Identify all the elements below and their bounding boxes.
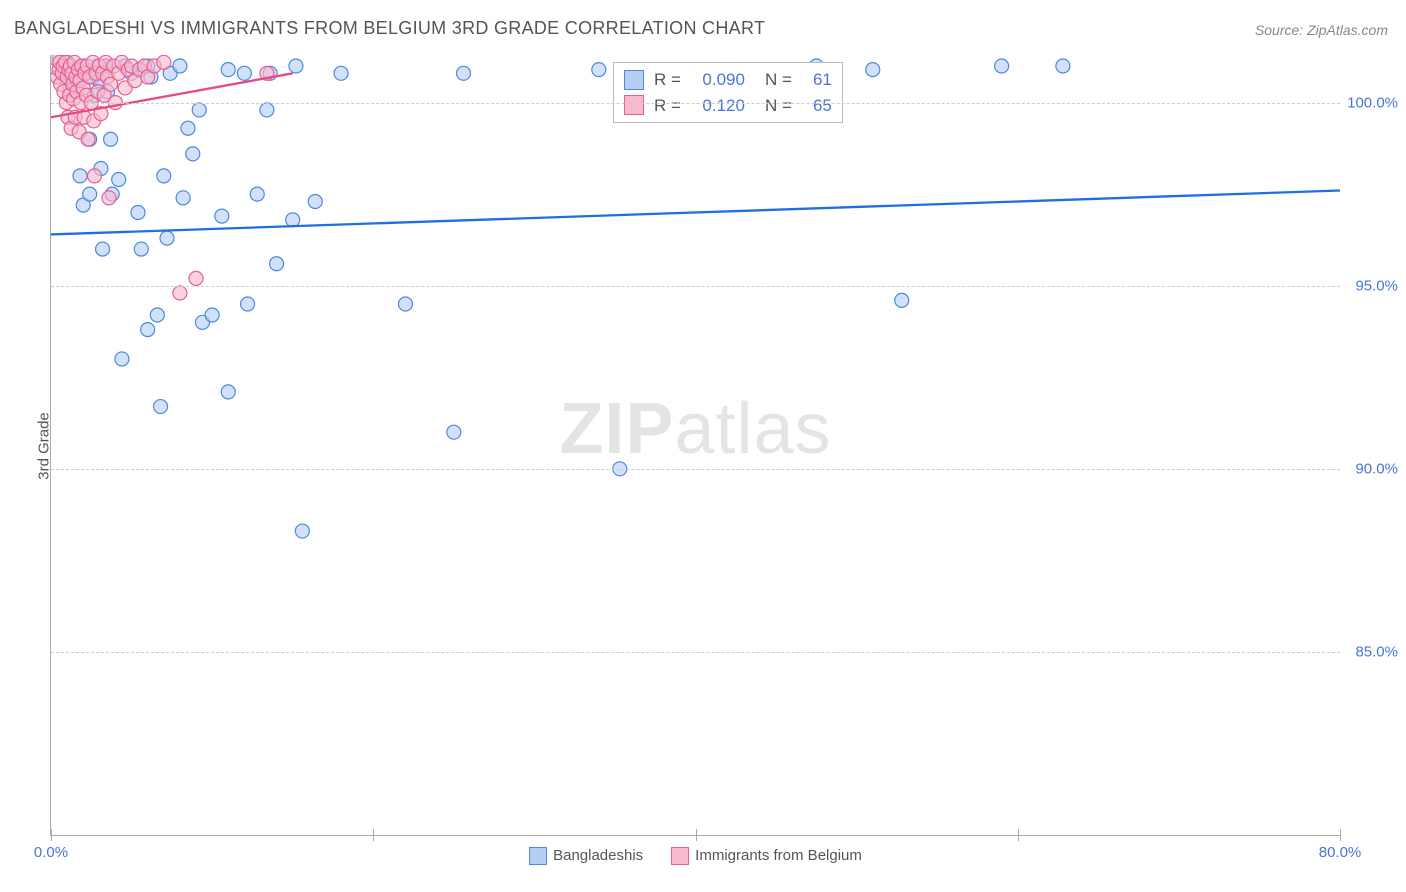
marker [131,205,145,219]
legend-swatch [624,70,644,90]
marker [398,297,412,311]
gridline [51,469,1340,470]
marker [215,209,229,223]
n-value: 61 [800,67,832,93]
stats-box: R = 0.090 N = 61 R = 0.120 N = 65 [613,62,843,123]
marker [115,352,129,366]
marker [176,191,190,205]
legend-swatch [529,847,547,865]
marker [270,257,284,271]
legend-item: Bangladeshis [529,847,643,865]
chart-title: BANGLADESHI VS IMMIGRANTS FROM BELGIUM 3… [14,18,765,39]
marker [308,194,322,208]
gridline [51,103,1340,104]
x-tick-label: 0.0% [34,844,68,861]
marker [241,297,255,311]
gridline [51,286,1340,287]
stats-row: R = 0.120 N = 65 [624,93,832,119]
marker [205,308,219,322]
y-tick-label: 90.0% [1355,460,1398,477]
x-tick-label: 80.0% [1319,844,1362,861]
marker [447,425,461,439]
marker [221,63,235,77]
marker [81,132,95,146]
y-tick-label: 100.0% [1347,94,1398,111]
marker [250,187,264,201]
n-value: 65 [800,93,832,119]
x-tick-mark [51,829,52,841]
marker [237,66,251,80]
marker [895,293,909,307]
n-label: N = [765,67,792,93]
marker [334,66,348,80]
bottom-legend: Bangladeshis Immigrants from Belgium [51,847,1340,865]
marker [173,59,187,73]
marker [150,308,164,322]
marker [141,323,155,337]
marker [157,169,171,183]
marker [73,169,87,183]
marker [102,191,116,205]
legend-swatch [624,95,644,115]
plot-area: ZIPatlas R =0.090N =61R =0.120N =65 Bang… [50,55,1340,836]
marker [96,242,110,256]
marker [173,286,187,300]
marker [160,231,174,245]
marker [295,524,309,538]
n-label: N = [765,93,792,119]
r-label: R = [654,67,681,93]
marker [1056,59,1070,73]
marker [157,55,171,69]
marker [112,173,126,187]
chart-svg [51,55,1340,835]
marker [134,242,148,256]
stats-row: R = 0.090 N = 61 [624,67,832,93]
marker [181,121,195,135]
marker [88,169,102,183]
marker [186,147,200,161]
marker [260,103,274,117]
marker [592,63,606,77]
legend-item: Immigrants from Belgium [671,847,862,865]
marker [289,59,303,73]
r-label: R = [654,93,681,119]
marker [221,385,235,399]
r-value: 0.090 [689,67,745,93]
trend-line [51,190,1340,234]
marker [192,103,206,117]
marker [286,213,300,227]
marker [456,66,470,80]
x-tick-mark [1018,829,1019,841]
r-value: 0.120 [689,93,745,119]
x-tick-mark [1340,829,1341,841]
gridline [51,652,1340,653]
source-label: Source: ZipAtlas.com [1255,22,1388,38]
y-tick-label: 95.0% [1355,277,1398,294]
chart-container: { "title": "BANGLADESHI VS IMMIGRANTS FR… [0,0,1406,892]
marker [83,187,97,201]
marker [866,63,880,77]
y-tick-label: 85.0% [1355,643,1398,660]
x-tick-mark [696,829,697,841]
marker [154,400,168,414]
marker [104,132,118,146]
marker [995,59,1009,73]
legend-swatch [671,847,689,865]
x-tick-mark [373,829,374,841]
marker [189,271,203,285]
